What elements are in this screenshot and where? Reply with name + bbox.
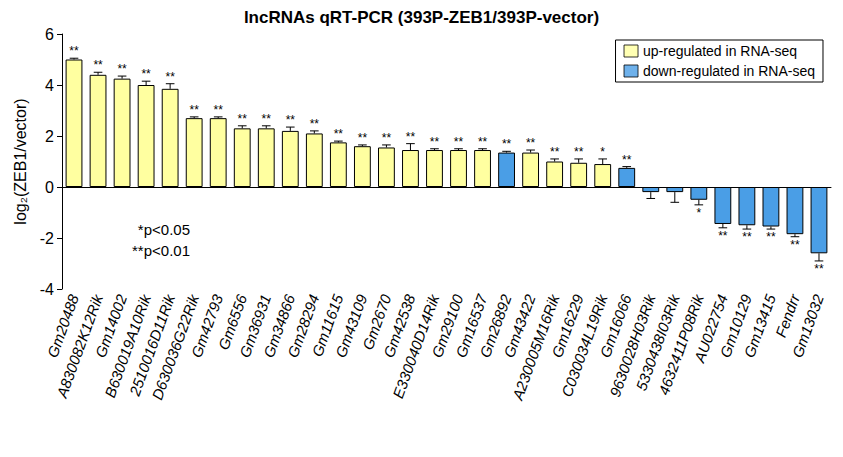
svg-text:6: 6 [45,26,54,43]
svg-text:**: ** [766,230,776,244]
svg-text:2510016D11Rik: 2510016D11Rik [125,292,179,398]
svg-text:**: ** [165,70,175,84]
svg-text:**: ** [526,136,536,150]
svg-text:A830082K12Rik: A830082K12Rik [53,292,106,400]
svg-text:**: ** [93,58,103,72]
svg-text:**: ** [358,131,368,145]
svg-text:**: ** [622,153,632,167]
svg-text:**: ** [69,44,79,58]
svg-text:Gm10129: Gm10129 [716,292,755,360]
svg-text:D630036G22Rik: D630036G22Rik [148,292,203,403]
svg-text:Gm6556: Gm6556 [214,292,251,352]
svg-text:Gm16066: Gm16066 [596,292,635,360]
svg-text:**: ** [430,135,440,149]
svg-text:Gm43109: Gm43109 [332,291,371,359]
svg-text:Gm28294: Gm28294 [283,292,323,360]
svg-text:**: ** [141,67,151,81]
svg-text:**: ** [742,230,752,244]
svg-text:-4: -4 [40,281,54,298]
svg-text:down-regulated in RNA-seq: down-regulated in RNA-seq [643,63,815,79]
svg-text:**: ** [214,103,224,117]
svg-text:0: 0 [45,179,54,196]
svg-text:Gm29100: Gm29100 [428,292,467,360]
svg-text:4: 4 [45,77,54,94]
svg-text:Gm36931: Gm36931 [235,292,275,360]
svg-text:log₂(ZEB1/vector): log₂(ZEB1/vector) [12,98,29,224]
svg-text:**: ** [790,238,800,252]
svg-text:C030034L19Rik: C030034L19Rik [557,292,611,399]
svg-text:Gm34866: Gm34866 [259,292,299,360]
svg-text:Gm2670: Gm2670 [358,292,395,352]
svg-text:Gm42793: Gm42793 [188,291,227,359]
svg-text:-2: -2 [40,230,54,247]
svg-text:**: ** [550,145,560,159]
svg-text:**: ** [454,135,464,149]
svg-text:**: ** [574,145,584,159]
svg-text:2: 2 [45,128,54,145]
svg-text:**: ** [262,112,272,126]
svg-text:Gm20488: Gm20488 [43,292,82,360]
svg-text:**p<0.01: **p<0.01 [132,242,190,259]
svg-text:Gm14002: Gm14002 [91,292,131,360]
svg-text:**: ** [310,117,320,131]
svg-text:*: * [600,145,605,159]
svg-text:A230005M16Rik: A230005M16Rik [508,292,563,403]
svg-text:Gm16537: Gm16537 [452,292,491,360]
svg-text:**: ** [238,112,248,126]
svg-text:5330438I03Rik: 5330438I03Rik [632,292,683,393]
svg-text:**: ** [190,103,200,117]
svg-text:Gm43422: Gm43422 [500,292,539,360]
svg-text:lncRNAs qRT-PCR (393P-ZEB1/393: lncRNAs qRT-PCR (393P-ZEB1/393P-vector) [244,8,599,27]
svg-text:**: ** [334,127,344,141]
svg-text:Gm13032: Gm13032 [788,291,827,359]
svg-text:4632411P08Rik: 4632411P08Rik [654,292,707,398]
svg-text:Gm11615: Gm11615 [308,292,347,359]
svg-text:E330040D14Rik: E330040D14Rik [389,292,443,401]
svg-text:B630019A10Rik: B630019A10Rik [101,292,155,400]
svg-text:**: ** [286,113,296,127]
svg-text:9630028H03Rik: 9630028H03Rik [606,292,659,399]
svg-text:*p<0.05: *p<0.05 [138,221,190,238]
svg-text:Fendrr: Fendrr [771,292,803,340]
svg-text:**: ** [478,135,488,149]
svg-text:AU022754: AU022754 [690,292,731,365]
svg-text:**: ** [502,137,512,151]
svg-text:**: ** [117,62,127,76]
svg-text:up-regulated in RNA-seq: up-regulated in RNA-seq [643,43,797,59]
svg-text:*: * [696,206,701,220]
svg-text:Gm42538: Gm42538 [379,292,419,360]
svg-text:Gm13415: Gm13415 [740,291,779,359]
svg-text:**: ** [814,262,824,276]
svg-text:**: ** [718,229,728,243]
svg-text:Gm26892: Gm26892 [476,292,515,360]
svg-text:Gm16229: Gm16229 [548,292,587,360]
svg-text:**: ** [406,130,416,144]
svg-text:**: ** [382,131,392,145]
